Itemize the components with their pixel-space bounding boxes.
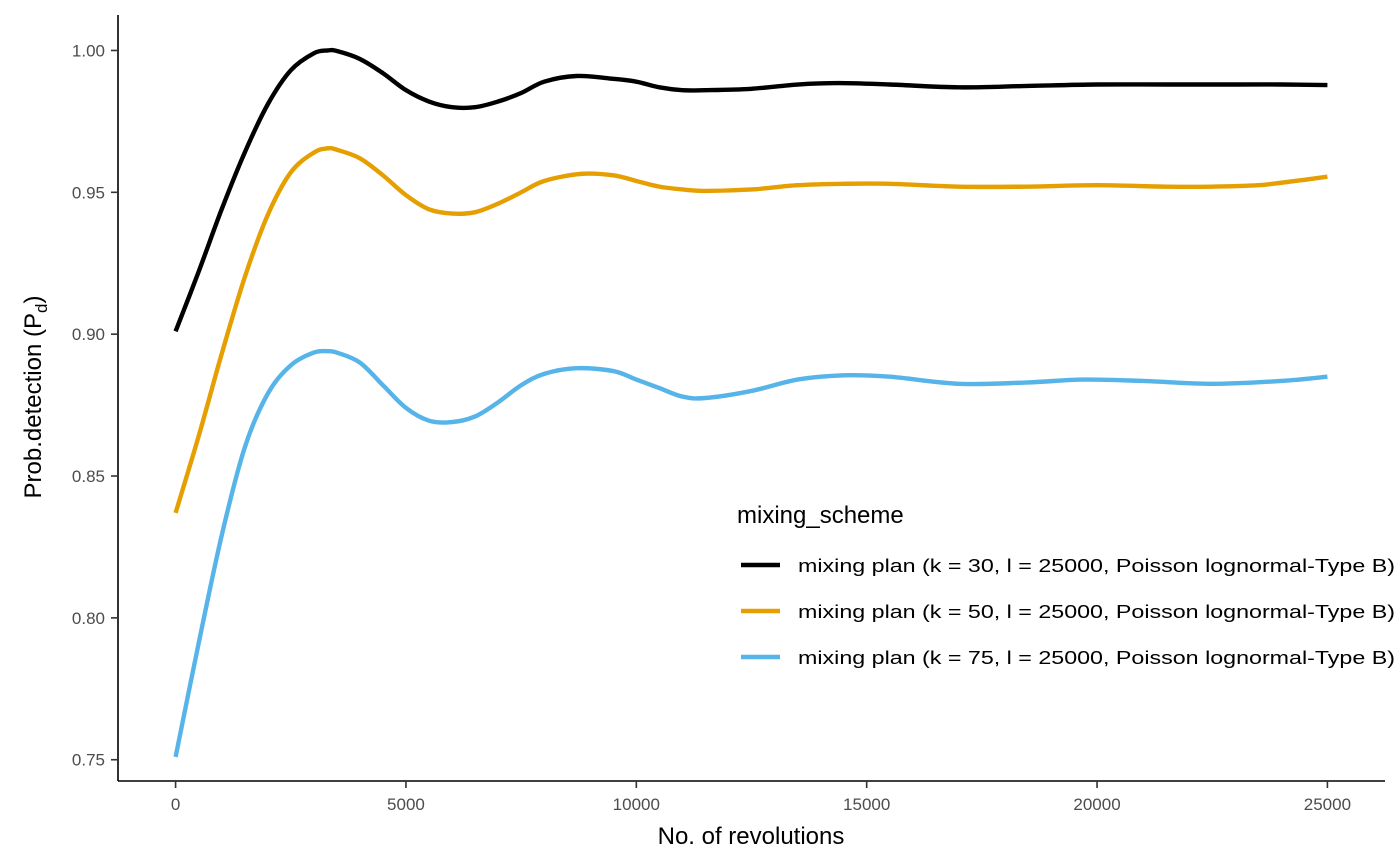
y-axis-title-close: ): [20, 296, 47, 304]
series-line-2: [173, 145, 1328, 514]
y-tick-label: 0.95: [72, 183, 105, 202]
legend-items: mixing plan (k = 30, l = 25000, Poisson …: [741, 556, 1395, 668]
x-tick-label: 25000: [1304, 795, 1351, 814]
x-tick-label: 15000: [843, 795, 890, 814]
x-tick-label: 10000: [613, 795, 660, 814]
legend-label-1: mixing plan (k = 30, l = 25000, Poisson …: [798, 556, 1395, 576]
y-tick-label: 0.75: [72, 751, 105, 770]
series-lines: [173, 47, 1328, 758]
series-line-3: [173, 348, 1328, 758]
y-tick-label: 1.00: [72, 41, 105, 60]
axes: [117, 15, 1385, 782]
x-axis-ticks: 0 5000 10000 15000 20000 25000: [171, 781, 1351, 814]
x-tick-label: 20000: [1073, 795, 1120, 814]
x-tick-label: 0: [171, 795, 180, 814]
legend-title: mixing_scheme: [737, 502, 904, 529]
y-axis-title-subscript: d: [32, 304, 51, 313]
legend-label-3: mixing plan (k = 75, l = 25000, Poisson …: [798, 648, 1395, 668]
legend-label-2: mixing plan (k = 50, l = 25000, Poisson …: [798, 602, 1395, 622]
legend: mixing_scheme mixing plan (k = 30, l = 2…: [737, 502, 1395, 668]
y-tick-label: 0.85: [72, 467, 105, 486]
y-axis-ticks: 0.75 0.80 0.85 0.90 0.95 1.00: [72, 41, 118, 770]
y-axis-title-main: Prob.detection (P: [20, 313, 47, 498]
x-tick-label: 5000: [387, 795, 425, 814]
y-axis-title: Prob.detection (Pd): [20, 296, 51, 499]
y-tick-label: 0.90: [72, 325, 105, 344]
x-axis-title: No. of revolutions: [658, 823, 845, 850]
y-tick-label: 0.80: [72, 609, 105, 628]
series-line-1: [173, 47, 1328, 333]
